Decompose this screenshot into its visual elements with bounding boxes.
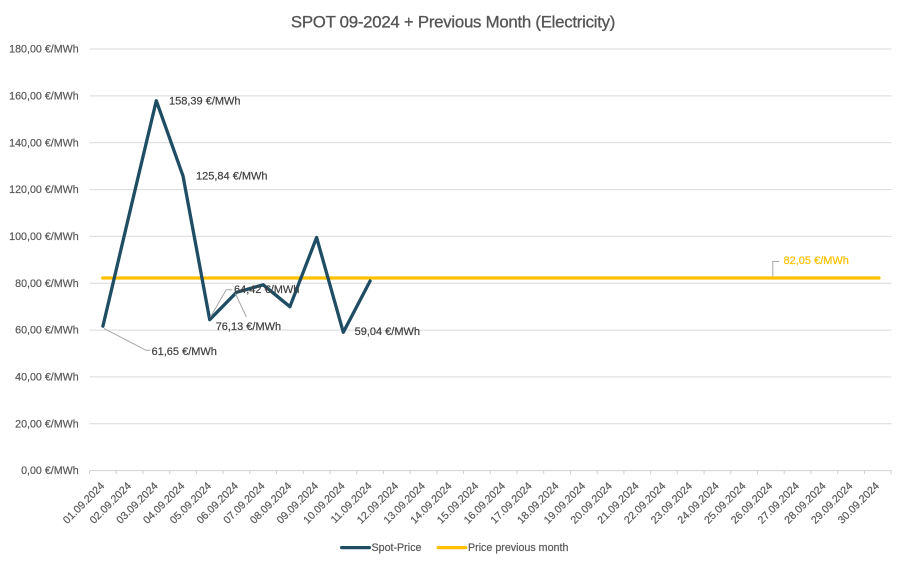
svg-text:125,84 €/MWh: 125,84 €/MWh — [196, 171, 268, 183]
svg-text:120,00 €/MWh: 120,00 €/MWh — [9, 184, 79, 196]
svg-text:82,05 €/MWh: 82,05 €/MWh — [784, 255, 849, 267]
svg-text:140,00 €/MWh: 140,00 €/MWh — [9, 137, 79, 149]
svg-text:76,13 €/MWh: 76,13 €/MWh — [216, 321, 281, 333]
svg-text:64,42 €/MWh: 64,42 €/MWh — [234, 284, 299, 296]
svg-text:60,00 €/MWh: 60,00 €/MWh — [15, 325, 79, 337]
svg-text:Price previous month: Price previous month — [468, 542, 568, 554]
svg-text:40,00 €/MWh: 40,00 €/MWh — [15, 372, 79, 384]
svg-text:59,04 €/MWh: 59,04 €/MWh — [355, 326, 420, 338]
svg-text:SPOT 09-2024 + Previous Month: SPOT 09-2024 + Previous Month (Electrici… — [291, 12, 615, 31]
svg-text:0,00 €/MWh: 0,00 €/MWh — [21, 465, 79, 477]
svg-text:Spot-Price: Spot-Price — [372, 542, 422, 554]
svg-text:158,39 €/MWh: 158,39 €/MWh — [169, 96, 241, 108]
svg-text:61,65 €/MWh: 61,65 €/MWh — [152, 346, 217, 358]
svg-text:180,00 €/MWh: 180,00 €/MWh — [9, 44, 79, 56]
svg-text:20,00 €/MWh: 20,00 €/MWh — [15, 418, 79, 430]
svg-text:80,00 €/MWh: 80,00 €/MWh — [15, 278, 79, 290]
svg-text:160,00 €/MWh: 160,00 €/MWh — [9, 91, 79, 103]
svg-text:100,00 €/MWh: 100,00 €/MWh — [9, 231, 79, 243]
